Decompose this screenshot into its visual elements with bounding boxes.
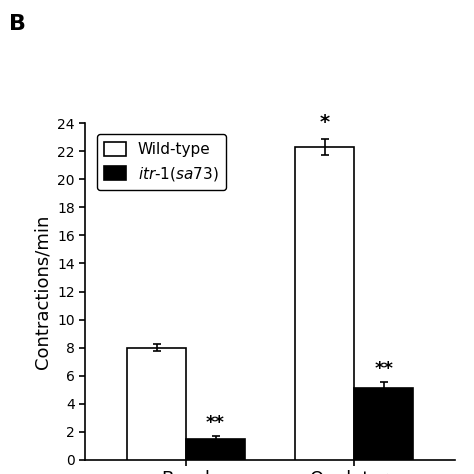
Text: *: * [320, 113, 330, 132]
Y-axis label: Contractions/min: Contractions/min [34, 214, 52, 369]
Text: **: ** [374, 360, 393, 378]
Text: **: ** [206, 414, 225, 432]
Legend: Wild-type, $\it{itr\text{-}1(sa73)}$: Wild-type, $\it{itr\text{-}1(sa73)}$ [97, 134, 227, 190]
Bar [354, 388, 413, 460]
Text: B: B [9, 14, 27, 34]
Bar [186, 439, 245, 460]
Bar [128, 347, 186, 460]
Bar [295, 147, 354, 460]
